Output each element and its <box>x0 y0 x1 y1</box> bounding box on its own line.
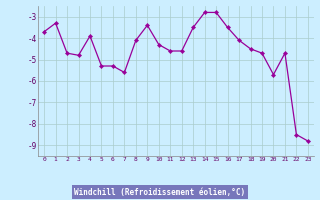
Text: Windchill (Refroidissement éolien,°C): Windchill (Refroidissement éolien,°C) <box>75 188 245 196</box>
